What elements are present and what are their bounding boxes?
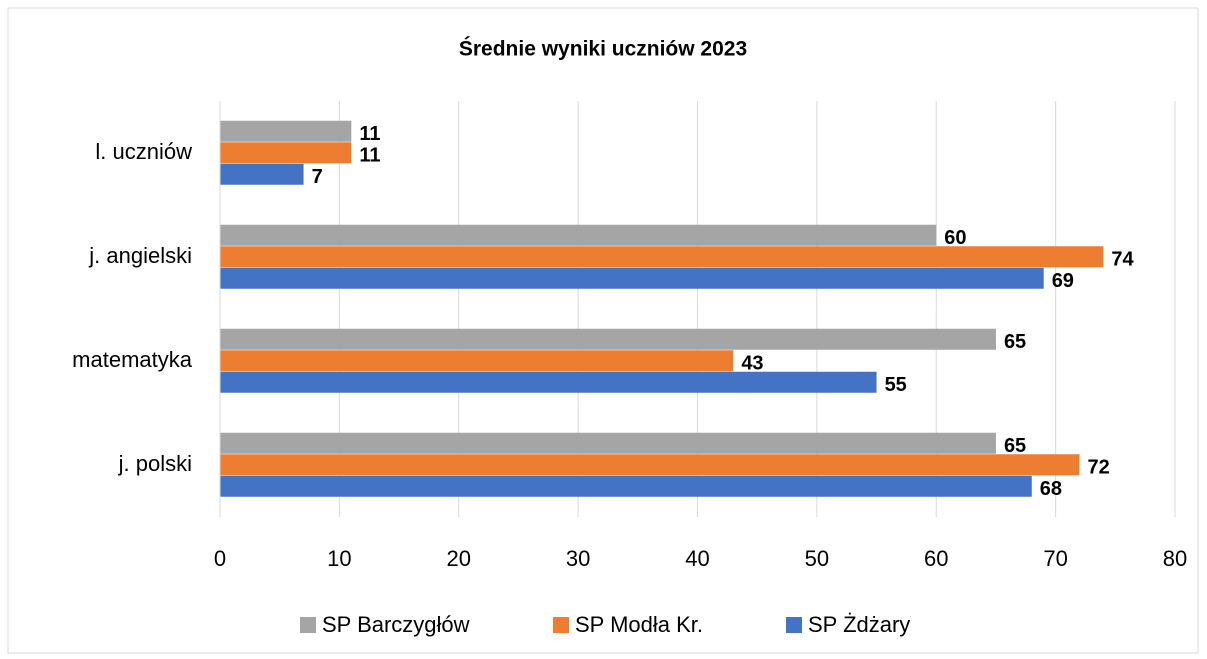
bar <box>220 246 1104 268</box>
bar <box>220 454 1080 476</box>
data-label: 65 <box>1004 331 1026 353</box>
bar <box>220 120 352 142</box>
legend-label: SP Żdżary <box>808 612 910 637</box>
data-label: 72 <box>1088 456 1110 478</box>
bar <box>220 224 937 246</box>
legend-swatch <box>786 617 802 633</box>
bar <box>220 267 1044 289</box>
x-tick-label: 70 <box>1043 546 1067 571</box>
data-label: 69 <box>1052 270 1074 292</box>
bar <box>220 163 304 185</box>
x-tick-label: 30 <box>566 546 590 571</box>
x-tick-label: 10 <box>327 546 351 571</box>
legend-label: SP Modła Kr. <box>575 612 703 637</box>
x-tick-label: 40 <box>685 546 709 571</box>
legend-swatch <box>553 617 569 633</box>
data-label: 68 <box>1040 478 1062 500</box>
data-label: 43 <box>741 352 763 374</box>
legend-swatch <box>300 617 316 633</box>
chart-title: Średnie wyniki uczniów 2023 <box>459 37 747 61</box>
legend-label: SP Barczygłów <box>322 612 470 637</box>
x-tick-label: 0 <box>214 546 226 571</box>
y-tick-label: l. uczniów <box>95 139 192 164</box>
data-label: 11 <box>359 123 380 145</box>
x-tick-label: 20 <box>447 546 471 571</box>
data-label: 55 <box>885 374 907 396</box>
bar <box>220 432 996 454</box>
data-label: 7 <box>312 166 323 188</box>
bar <box>220 475 1032 497</box>
data-label: 60 <box>944 227 966 249</box>
data-label: 11 <box>359 144 380 166</box>
data-label: 74 <box>1111 248 1134 270</box>
x-tick-label: 50 <box>805 546 829 571</box>
y-tick-label: j. polski <box>118 451 192 476</box>
data-label: 65 <box>1004 435 1026 457</box>
bar <box>220 350 734 372</box>
bar <box>220 328 996 350</box>
y-tick-label: j. angielski <box>88 243 192 268</box>
x-tick-label: 80 <box>1163 546 1187 571</box>
bar <box>220 142 352 164</box>
y-tick-label: matematyka <box>72 347 193 372</box>
bar <box>220 371 877 393</box>
x-tick-label: 60 <box>924 546 948 571</box>
